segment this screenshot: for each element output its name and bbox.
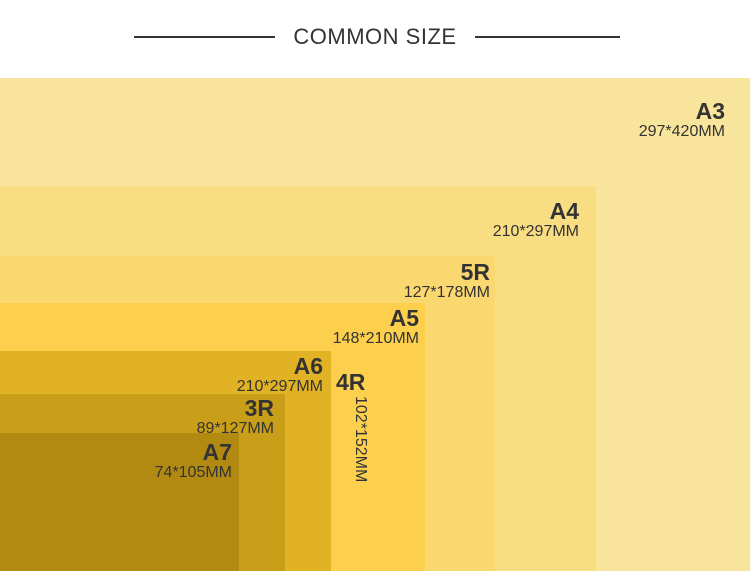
size-a7-rect (0, 433, 239, 571)
size-4r-name: 4R (336, 369, 366, 395)
size-a7-name: A7 (202, 439, 232, 465)
page-title: COMMON SIZE (293, 24, 457, 49)
size-a4-dims: 210*297MM (492, 223, 579, 240)
size-4r-dims: 102*152MM (352, 396, 369, 483)
size-3r-dims: 89*127MM (196, 420, 274, 437)
size-a6-label: A6 210*297MM (237, 355, 323, 395)
title-divider-left (134, 36, 275, 38)
size-a3-name: A3 (695, 98, 725, 124)
header: COMMON SIZE (0, 0, 750, 78)
size-a5-label: A5 148*210MM (333, 307, 419, 347)
size-5r-label: 5R 127*178MM (404, 261, 490, 301)
size-a5-dims: 148*210MM (332, 330, 419, 347)
size-a3-dims: 297*420MM (638, 123, 725, 140)
size-a7-dims: 74*105MM (154, 464, 232, 481)
size-a3-label: A3 297*420MM (639, 100, 725, 140)
size-a6-dims: 210*297MM (236, 378, 323, 395)
size-a4-label: A4 210*297MM (493, 200, 579, 240)
size-4r-label: 4R (336, 371, 365, 394)
size-3r-label: 3R 89*127MM (197, 397, 274, 437)
size-a7-label: A7 74*105MM (155, 441, 232, 481)
size-a5-name: A5 (389, 305, 419, 331)
size-5r-dims: 127*178MM (403, 284, 490, 301)
size-5r-name: 5R (460, 259, 490, 285)
title-divider-right (475, 36, 620, 38)
size-4r-rect (331, 366, 376, 571)
size-3r-name: 3R (244, 395, 274, 421)
size-a4-name: A4 (549, 198, 579, 224)
size-a6-name: A6 (293, 353, 323, 379)
